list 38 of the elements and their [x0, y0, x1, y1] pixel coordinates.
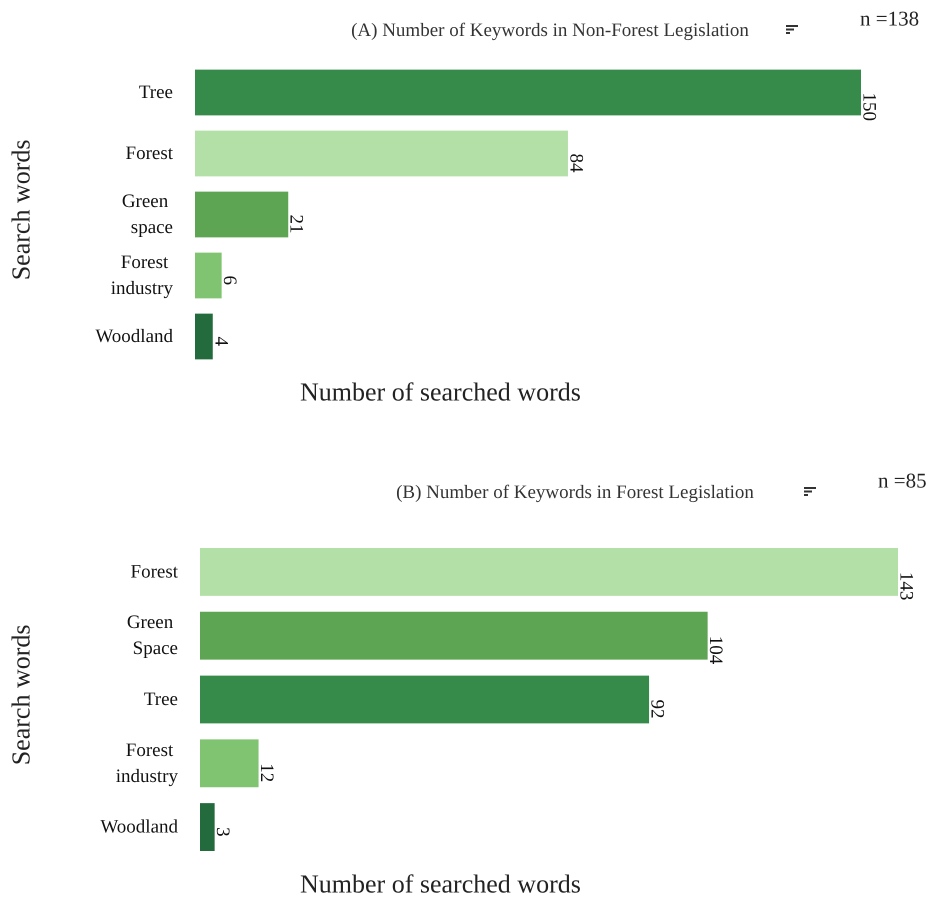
data-label: 21: [286, 214, 307, 234]
data-label: 6: [219, 276, 240, 285]
bar: [195, 192, 288, 238]
bar: [200, 612, 708, 660]
x-axis-title: Number of searched words: [300, 870, 581, 898]
y-tick-label: Green Space: [126, 612, 178, 660]
bar: [195, 252, 222, 298]
data-label: 150: [858, 92, 880, 121]
text: n =85: [878, 468, 927, 492]
text: n =138: [860, 6, 920, 30]
chart-title: (B) Number of Keywords in Forest Legislation: [396, 482, 754, 503]
y-tick-label: Tree: [138, 82, 173, 103]
data-label: 92: [646, 700, 668, 718]
y-tick-label: Tree: [144, 689, 178, 710]
bar: [195, 70, 861, 116]
y-axis-title: Search words: [6, 139, 36, 280]
bar: [200, 739, 259, 788]
bar: [200, 803, 215, 852]
y-axis-title: Search words: [6, 624, 36, 766]
y-tick-label: Forest industry: [110, 252, 174, 299]
data-label: 12: [256, 763, 278, 782]
bar: [195, 130, 568, 176]
data-label: 3: [212, 827, 234, 837]
bar: [200, 676, 650, 724]
y-tick-label: Forest industry: [116, 740, 178, 787]
y-tick-label: Forest: [130, 561, 179, 582]
data-label: 84: [565, 154, 586, 173]
y-tick-label: Woodland: [100, 816, 178, 838]
y-tick-label: Forest: [126, 143, 174, 164]
y-tick-label: Green space: [122, 191, 173, 238]
chart-title: (A) Number of Keywords in Non-Forest Legislation: [351, 20, 750, 41]
x-axis-title: Number of searched words: [300, 378, 581, 406]
data-label: 4: [210, 336, 232, 346]
data-label: 104: [705, 636, 726, 665]
y-tick-label: Woodland: [95, 326, 174, 347]
data-label: 143: [896, 572, 916, 600]
bar: [200, 548, 898, 596]
bar: [195, 314, 213, 360]
